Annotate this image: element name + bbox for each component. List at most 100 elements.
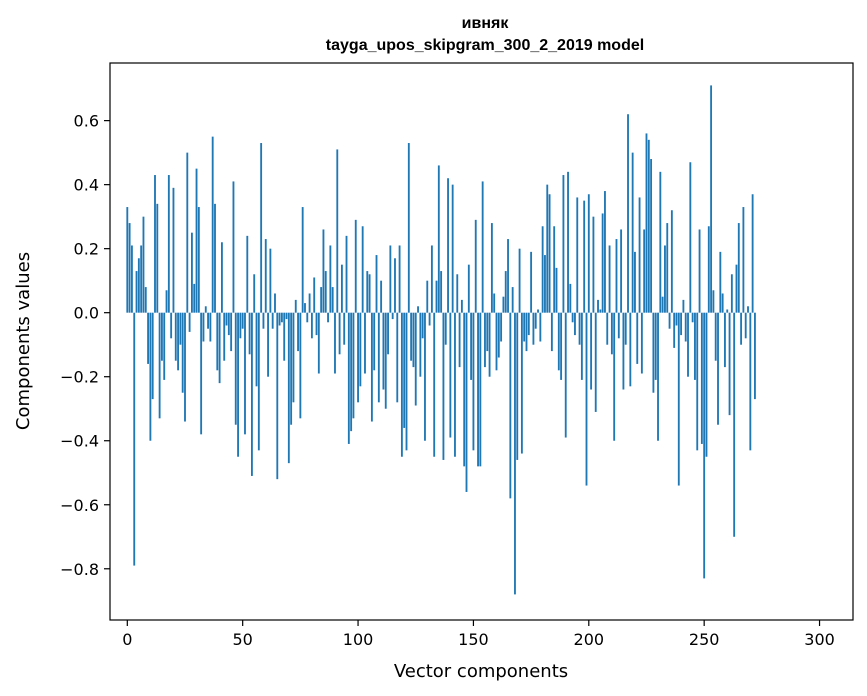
bar xyxy=(447,178,449,313)
bar xyxy=(283,312,286,361)
bar xyxy=(144,287,147,313)
bar xyxy=(712,290,715,313)
bar xyxy=(350,312,353,432)
bar xyxy=(465,312,468,492)
bar xyxy=(387,312,389,355)
bar xyxy=(511,287,514,313)
bar xyxy=(617,312,620,339)
bar xyxy=(638,197,641,313)
x-tick-label: 300 xyxy=(804,630,835,649)
y-tick-label: 0.2 xyxy=(74,240,99,259)
bar xyxy=(262,312,265,329)
bar xyxy=(670,210,673,313)
bar xyxy=(514,312,516,595)
bar xyxy=(202,312,205,342)
bar xyxy=(204,306,207,313)
bar xyxy=(354,219,357,313)
bar xyxy=(223,312,226,361)
bar xyxy=(320,287,323,313)
y-axis-label: Components values xyxy=(13,252,34,430)
bar xyxy=(553,226,556,313)
bar xyxy=(696,312,699,451)
bar xyxy=(172,187,175,313)
bar xyxy=(516,312,519,460)
bar xyxy=(239,312,242,339)
bar xyxy=(133,312,136,566)
bar xyxy=(195,168,198,313)
bar xyxy=(622,312,625,390)
bar xyxy=(142,216,145,313)
bar xyxy=(253,274,256,313)
bar xyxy=(225,312,228,326)
bar xyxy=(599,309,602,313)
bar xyxy=(754,312,756,400)
bar xyxy=(368,274,371,313)
bar xyxy=(567,171,569,313)
bar xyxy=(479,312,482,467)
bar xyxy=(315,312,318,336)
bar xyxy=(532,312,535,345)
bar xyxy=(585,312,588,486)
bar xyxy=(174,312,177,361)
bar xyxy=(657,312,659,441)
bar xyxy=(717,312,719,425)
bar xyxy=(278,312,281,326)
bar xyxy=(269,248,272,313)
bar xyxy=(345,235,348,313)
bar xyxy=(394,258,396,313)
bar xyxy=(590,312,593,390)
bar xyxy=(156,203,159,313)
bar xyxy=(151,312,154,400)
bar xyxy=(737,223,740,313)
bar xyxy=(391,312,394,320)
bar xyxy=(654,312,657,380)
bar xyxy=(170,312,173,339)
bar xyxy=(137,258,140,313)
bar xyxy=(334,312,336,374)
bar xyxy=(292,312,295,403)
bar xyxy=(329,245,332,313)
bar xyxy=(389,245,392,313)
bar xyxy=(726,309,729,313)
bar xyxy=(271,312,274,329)
bar xyxy=(297,312,299,352)
bar xyxy=(664,245,666,313)
bar xyxy=(680,312,683,336)
bar xyxy=(504,271,507,313)
bar xyxy=(126,207,129,313)
bar xyxy=(232,181,235,313)
bar xyxy=(705,312,708,457)
bar xyxy=(620,229,623,313)
bar xyxy=(594,312,597,412)
bar xyxy=(733,312,736,537)
bar xyxy=(601,213,604,313)
bar xyxy=(486,312,489,352)
bar xyxy=(310,312,313,339)
bar xyxy=(689,162,692,313)
chart-subtitle: tayga_upos_skipgram_300_2_2019 model xyxy=(326,37,644,54)
x-tick-label: 50 xyxy=(232,630,252,649)
bar xyxy=(140,245,143,313)
bar xyxy=(128,223,131,313)
bar xyxy=(724,312,726,368)
bar xyxy=(380,280,383,313)
bar xyxy=(470,312,473,380)
bar xyxy=(488,312,491,377)
bar xyxy=(467,264,470,313)
bar xyxy=(634,251,636,313)
bar xyxy=(186,152,189,313)
bar xyxy=(677,312,680,486)
x-tick-label: 150 xyxy=(458,630,489,649)
bar xyxy=(410,312,413,361)
bar xyxy=(357,312,359,403)
bar xyxy=(165,290,168,313)
bar xyxy=(721,293,724,313)
bar xyxy=(502,296,505,313)
x-tick-label: 200 xyxy=(574,630,605,649)
bar xyxy=(539,312,542,342)
bar xyxy=(442,312,445,460)
bar xyxy=(216,312,219,371)
bar xyxy=(331,287,334,313)
bar xyxy=(433,312,436,457)
bar xyxy=(606,312,609,345)
